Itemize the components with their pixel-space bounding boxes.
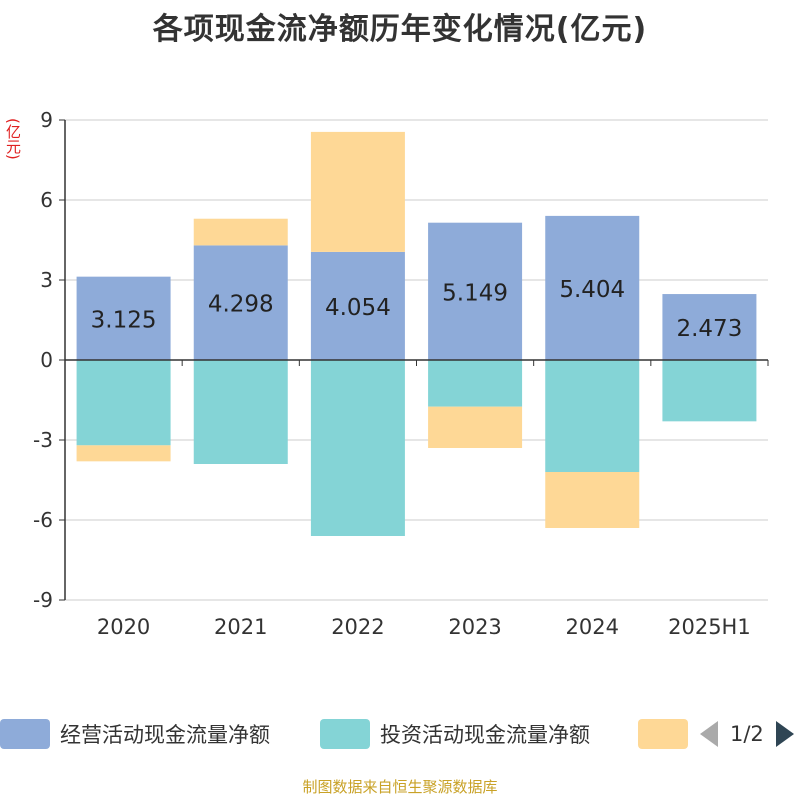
bar-0-2022 bbox=[310, 251, 405, 360]
y-tick-label: -3 bbox=[33, 428, 53, 452]
legend-pager: 1/2 bbox=[700, 714, 794, 754]
legend-page-indicator: 1/2 bbox=[730, 722, 764, 746]
data-label: 4.298 bbox=[208, 292, 274, 318]
legend-swatch-operating bbox=[0, 719, 50, 749]
y-tick-label: 9 bbox=[40, 108, 53, 132]
bar-2-2023 bbox=[428, 406, 523, 448]
legend-label-operating: 经营活动现金流量净额 bbox=[60, 723, 270, 747]
data-source-note: 制图数据来自恒生聚源数据库 bbox=[302, 778, 498, 796]
bar-1-2025H1 bbox=[662, 360, 757, 422]
y-axis-unit-label: (亿元) bbox=[4, 118, 22, 160]
bar-2-2024 bbox=[545, 472, 640, 528]
y-tick-label: 0 bbox=[40, 348, 53, 372]
bar-0-2021 bbox=[193, 245, 288, 360]
bar-2-2021 bbox=[193, 218, 288, 246]
legend-next-arrow-icon[interactable] bbox=[775, 721, 794, 747]
data-label: 5.149 bbox=[442, 280, 508, 306]
bar-0-2023 bbox=[428, 222, 523, 360]
bar-1-2021 bbox=[193, 360, 288, 464]
bar-0-2020 bbox=[76, 276, 171, 360]
legend-item-financing[interactable] bbox=[638, 714, 698, 754]
bar-1-2023 bbox=[428, 360, 523, 407]
y-tick-label: 6 bbox=[40, 188, 53, 212]
bar-1-2022 bbox=[310, 360, 405, 536]
legend: 经营活动现金流量净额 投资活动现金流量净额 1/2 bbox=[0, 714, 800, 754]
legend-prev-arrow-icon[interactable] bbox=[700, 721, 718, 747]
x-tick-label: 2023 bbox=[448, 615, 501, 639]
bar-0-2024 bbox=[545, 215, 640, 360]
legend-label-investing: 投资活动现金流量净额 bbox=[380, 723, 590, 747]
data-label: 3.125 bbox=[91, 307, 157, 333]
bar-0-2025H1 bbox=[662, 294, 757, 360]
bar-1-2024 bbox=[545, 360, 640, 472]
data-label: 5.404 bbox=[559, 277, 625, 303]
x-tick-label: 2020 bbox=[97, 615, 150, 639]
data-label: 2.473 bbox=[676, 316, 742, 342]
bar-2-2020 bbox=[76, 445, 171, 462]
legend-swatch-financing bbox=[638, 719, 688, 749]
data-label: 4.054 bbox=[325, 295, 391, 321]
x-tick-label: 2022 bbox=[331, 615, 384, 639]
chart-canvas: 9 6 3 0 -3 -6 -9 2020 2021 2022 2023 2024 2025H1 3.12… bbox=[33, 108, 769, 639]
legend-swatch-investing bbox=[320, 719, 370, 749]
bar-2-2022 bbox=[310, 131, 405, 252]
x-tick-label: 2025H1 bbox=[668, 615, 751, 639]
legend-item-operating[interactable]: 经营活动现金流量净额 bbox=[0, 714, 270, 754]
x-tick-label: 2021 bbox=[214, 615, 267, 639]
y-tick-label: 3 bbox=[40, 268, 53, 292]
bar-1-2020 bbox=[76, 360, 171, 446]
x-tick-label: 2024 bbox=[566, 615, 619, 639]
y-tick-label: -9 bbox=[33, 588, 53, 612]
chart-title: 各项现金流净额历年变化情况(亿元) bbox=[152, 12, 648, 47]
y-tick-label: -6 bbox=[33, 508, 53, 532]
legend-item-investing[interactable]: 投资活动现金流量净额 bbox=[320, 714, 590, 754]
